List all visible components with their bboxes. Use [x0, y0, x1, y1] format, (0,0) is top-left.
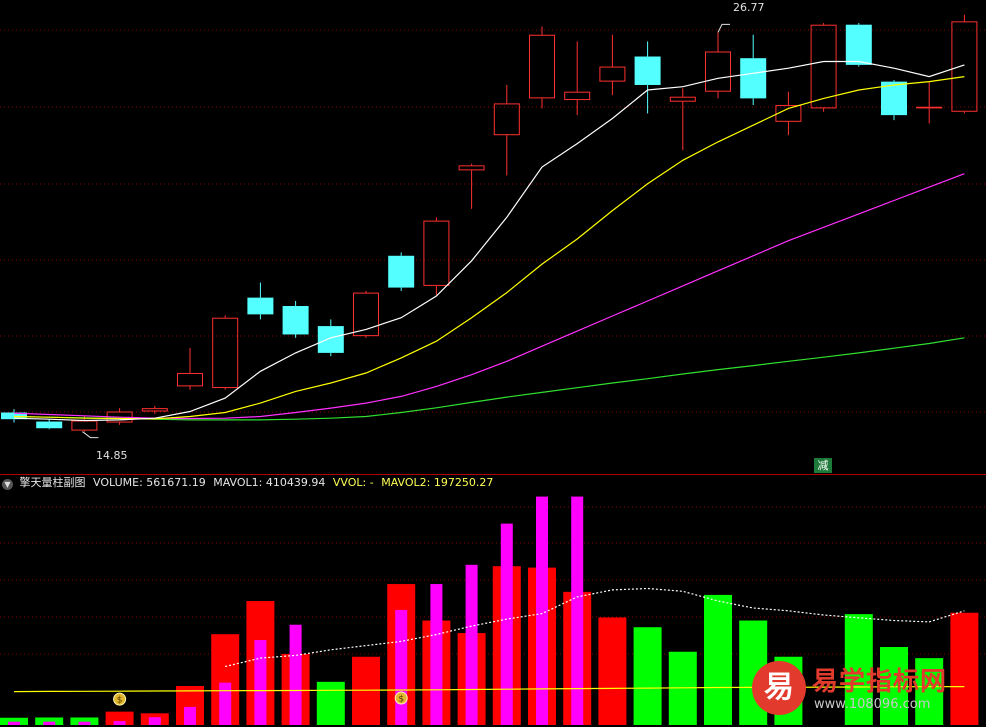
mavol2-line [13, 685, 965, 693]
candle-body [634, 56, 661, 85]
low-marker-line [82, 431, 99, 439]
watermark-url: www.108096.com [814, 697, 931, 712]
legend-mavol2: MAVOL2: 197250.27 [381, 476, 494, 489]
volume-magenta-bar [113, 721, 126, 725]
volume-bar [950, 612, 979, 725]
volume-magenta-bar [500, 523, 513, 725]
candle-body [845, 24, 872, 65]
money-bag-icon-glyph: $ [117, 696, 123, 706]
candle-body [36, 421, 63, 429]
candle-body [810, 24, 837, 109]
indicator-name: 擎天量柱副图 [19, 476, 86, 489]
legend-volume: VOLUME: 561671.19 [93, 476, 206, 489]
candle-body [458, 165, 485, 171]
candle-body [317, 326, 344, 353]
candle-body [493, 103, 520, 136]
candle-body [353, 292, 379, 337]
candle-body [423, 220, 450, 286]
low-price-marker: 14.85 [96, 449, 128, 462]
chevron-down-icon[interactable]: ▼ [2, 479, 13, 490]
candle-body [388, 255, 415, 288]
volume-magenta-bar [395, 609, 408, 725]
candle-body [282, 306, 309, 335]
volume-magenta-bar [465, 564, 478, 725]
legend-mavol1: MAVOL1: 410439.94 [213, 476, 326, 489]
volume-magenta-bar [536, 496, 548, 725]
volume-bar [35, 717, 64, 725]
volume-bar [704, 594, 732, 725]
candle-body [141, 408, 168, 412]
ma5-line [13, 60, 965, 422]
volume-bar [598, 617, 627, 725]
volume-magenta-bar [289, 624, 302, 725]
candle-body [177, 372, 203, 387]
high-marker-line [717, 23, 730, 33]
watermark-logo: 易 [752, 661, 806, 715]
volume-bar [633, 627, 662, 725]
candle-body [599, 66, 626, 82]
candle-body [881, 81, 907, 116]
volume-bar [105, 711, 134, 725]
money-bag-icon-glyph: $ [398, 695, 404, 705]
volume-bar [352, 656, 380, 725]
high-price-marker: 26.77 [733, 1, 765, 14]
volume-bar [70, 717, 99, 725]
candle-body [669, 96, 696, 102]
ma60-line [13, 337, 965, 421]
volume-magenta-bar [148, 717, 161, 725]
volume-magenta-bar [184, 706, 196, 725]
volume-magenta-bar [430, 584, 443, 725]
candle-body [71, 420, 98, 431]
mavol1-line [225, 587, 965, 668]
volume-bar [844, 614, 873, 725]
volume-bar [0, 717, 28, 725]
candle-body [247, 297, 274, 315]
candle-body [212, 317, 239, 389]
volume-bar [915, 658, 944, 725]
volume-bar [316, 681, 345, 725]
volume-magenta-bar [219, 682, 232, 725]
money-bag-icon [113, 692, 127, 706]
candle-body [775, 105, 802, 122]
candle-body [1, 412, 27, 420]
money-bag-icon [394, 691, 408, 705]
watermark-name: 易学指标网 [812, 667, 948, 697]
candle-body [951, 21, 978, 112]
volume-magenta-bar [43, 721, 56, 725]
volume-bar [880, 647, 908, 725]
volume-legend: ▼ 擎天量柱副图 VOLUME: 561671.19 MAVOL1: 41043… [0, 475, 497, 491]
candle-body [705, 51, 731, 92]
volume-magenta-bar [78, 721, 91, 725]
volume-magenta-bar [254, 640, 267, 725]
volume-magenta-bar [571, 496, 584, 725]
watermark: 易 易学指标网 www.108096.com [750, 655, 986, 727]
candle-body [740, 58, 767, 99]
candle-body [564, 91, 591, 101]
ma20-line [13, 173, 965, 420]
legend-vvol: VVOL: - [332, 476, 374, 489]
reduce-badge: 减 [814, 458, 832, 473]
candle-body [529, 34, 555, 99]
volume-magenta-bar [8, 721, 20, 725]
ma10-line [13, 76, 965, 420]
candle-body [916, 106, 943, 109]
